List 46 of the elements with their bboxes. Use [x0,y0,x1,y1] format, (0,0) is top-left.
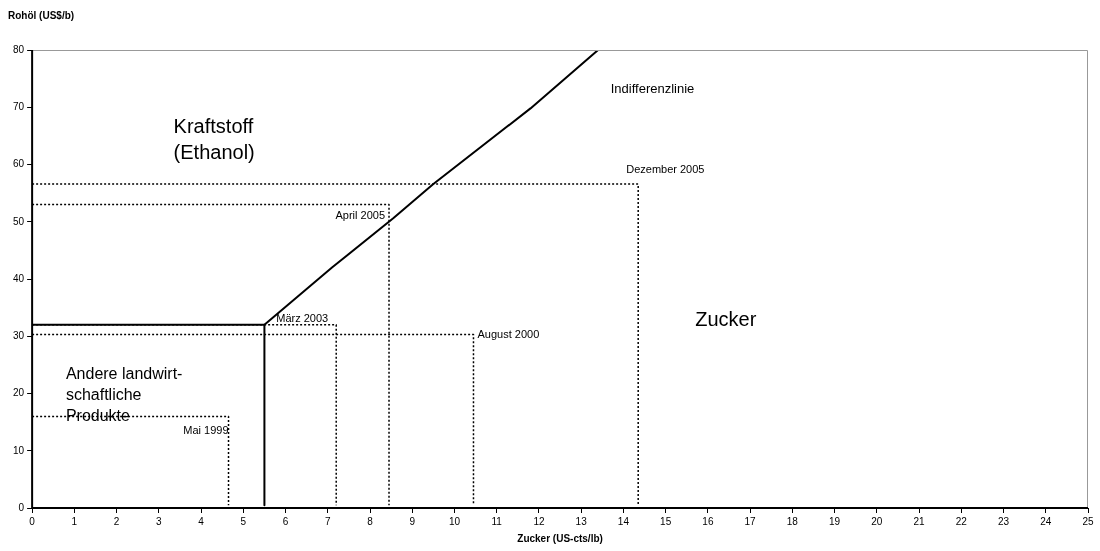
annotation: April 2005 [335,208,386,221]
annotation: Dezember 2005 [626,163,705,175]
y-tick-label: 0 [18,501,25,513]
annotation: Andere landwirt-schaftliche Produkte [65,365,183,424]
x-tick-label: 22 [955,515,968,527]
annotation: Mai 1999 [183,424,229,437]
y-tick-label: 10 [13,444,25,456]
annotation: Kraftstoff (Ethanol) [173,114,255,163]
x-tick-label: 24 [1040,515,1052,527]
x-tick-label: 12 [533,515,545,527]
x-tick-label: 0 [29,515,36,527]
x-tick-label: 19 [829,515,841,527]
x-tick-label: 8 [367,515,374,527]
y-tick-label: 50 [13,215,25,227]
x-tick-label: 7 [324,515,331,527]
y-tick-label: 30 [13,330,25,341]
y-tick-label: 40 [13,272,25,284]
x-tick-label: 11 [491,515,503,527]
x-tick-label: 3 [156,515,163,527]
x-tick-label: 10 [448,515,461,527]
y-tick-label: 20 [13,387,25,399]
y-tick-label: 70 [13,101,25,112]
x-axis-title: Zucker (US-cts/lb) [517,532,603,544]
y-tick-label: 60 [13,158,25,170]
x-tick-label: 4 [198,515,205,527]
x-tick-label: 9 [409,515,416,527]
annotation: Indifferenzlinie [610,80,695,96]
x-tick-label: 14 [617,515,630,527]
x-tick-label: 25 [1082,515,1094,527]
x-tick-label: 23 [997,515,1010,527]
y-tick-label: 80 [13,43,25,55]
x-tick-label: 15 [660,515,672,527]
x-tick-label: 1 [71,515,78,527]
x-tick-label: 17 [744,515,757,527]
annotation: Zucker [695,307,757,330]
y-axis-title: Rohöl (US$/b) [8,9,75,21]
x-tick-label: 2 [113,515,120,527]
x-tick-label: 13 [575,515,588,527]
x-tick-label: 18 [786,515,799,527]
x-tick-label: 20 [871,515,883,527]
x-tick-label: 5 [240,515,247,527]
x-tick-label: 21 [913,515,926,527]
x-tick-label: 16 [702,515,714,527]
annotation: März 2003 [276,311,329,324]
x-tick-label: 6 [282,515,289,527]
annotation: August 2000 [477,327,540,340]
